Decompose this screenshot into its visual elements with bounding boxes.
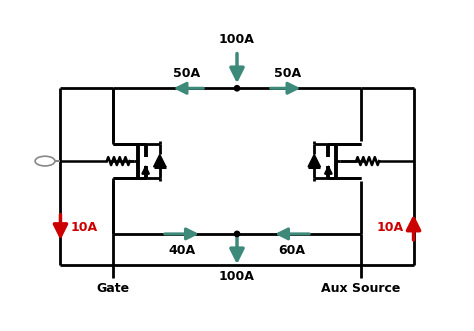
Circle shape: [234, 231, 240, 237]
Text: 10A: 10A: [377, 221, 404, 234]
Text: 50A: 50A: [274, 67, 301, 80]
Text: Aux Source: Aux Source: [321, 282, 400, 295]
Circle shape: [234, 86, 240, 91]
Text: 100A: 100A: [219, 33, 255, 46]
Polygon shape: [154, 155, 166, 167]
Text: 40A: 40A: [168, 244, 195, 257]
Text: 60A: 60A: [279, 244, 306, 257]
Text: 10A: 10A: [70, 221, 97, 234]
Text: Gate: Gate: [97, 282, 130, 295]
Text: 50A: 50A: [173, 67, 200, 80]
Text: 100A: 100A: [219, 270, 255, 283]
Polygon shape: [308, 155, 320, 167]
